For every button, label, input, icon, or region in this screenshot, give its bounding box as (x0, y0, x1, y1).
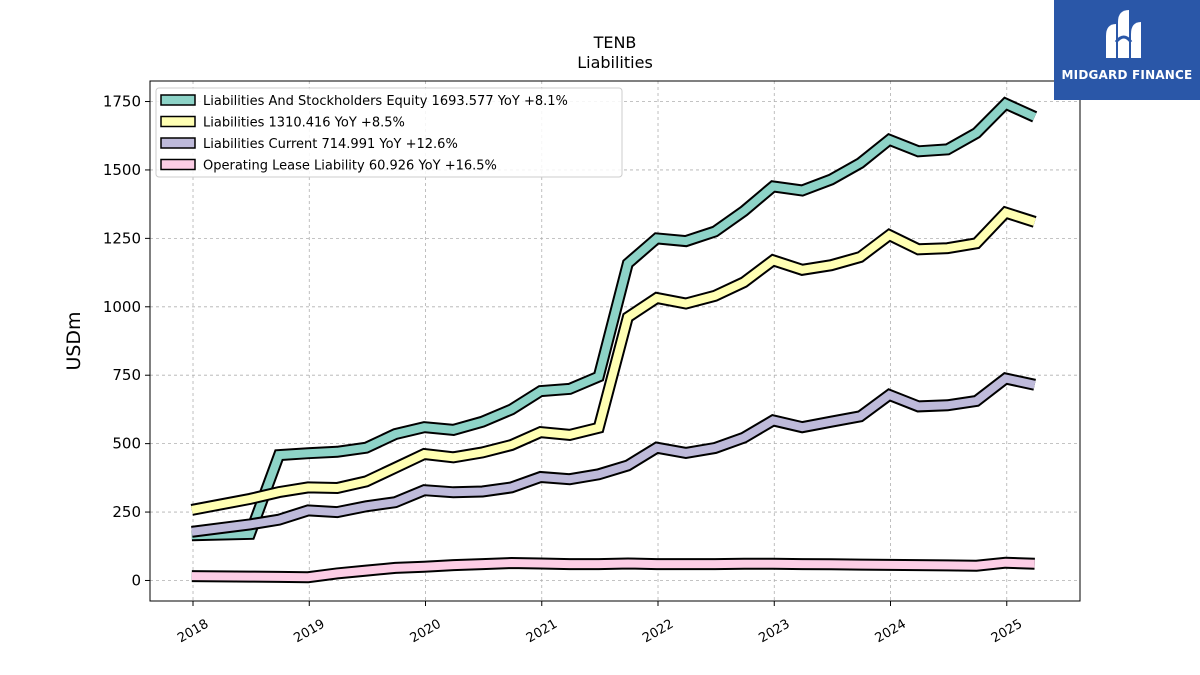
y-tick-label: 250 (112, 503, 141, 521)
chart-title: TENB (593, 33, 637, 52)
y-tick-label: 1500 (103, 161, 141, 179)
x-tick-label: 2018 (175, 617, 211, 647)
legend-swatch (160, 158, 196, 171)
x-tick-label: 2022 (640, 617, 676, 647)
logo-mark-icon (1106, 10, 1141, 58)
legend-entry: Operating Lease Liability 60.926 YoY +16… (203, 159, 497, 174)
x-axis: 2018 2019 2020 2021 2022 2023 2024 2025 (175, 601, 1025, 646)
plot-frame (149, 80, 1081, 602)
y-tick-label: 1750 (103, 93, 141, 111)
y-tick-label: 1250 (103, 229, 141, 247)
legend-swatch (160, 115, 196, 128)
x-tick-label: 2020 (408, 617, 444, 647)
series-0 (191, 96, 1038, 542)
legend-box (155, 87, 623, 178)
legend-entry: Liabilities 1310.416 YoY +8.5% (203, 116, 405, 131)
legend-entry: Liabilities And Stockholders Equity 1693… (203, 94, 568, 109)
y-tick-label: 0 (131, 571, 141, 589)
y-tick-label: 500 (112, 435, 141, 453)
series-line (191, 98, 1037, 540)
series-2 (191, 372, 1036, 538)
series-lines (190, 96, 1038, 584)
logo-text: MIDGARD FINANCE (1061, 68, 1193, 82)
series-line (191, 558, 1035, 582)
brand-logo: MIDGARD FINANCE (1054, 0, 1200, 100)
series-1 (190, 205, 1037, 516)
legend-swatch (160, 94, 196, 106)
legend: Liabilities And Stockholders Equity 1693… (155, 87, 623, 178)
series-line (191, 374, 1036, 536)
series-line (191, 208, 1036, 514)
series-3 (191, 556, 1035, 584)
y-axis-label: USDm (63, 311, 85, 370)
x-tick-label: 2019 (291, 617, 327, 647)
x-tick-label: 2025 (989, 617, 1025, 647)
y-tick-label: 1000 (103, 298, 141, 316)
y-axis: 0 250 500 750 1000 1250 1500 1750 (103, 93, 150, 589)
legend-entry: Liabilities Current 714.991 YoY +12.6% (203, 137, 458, 152)
y-tick-label: 750 (112, 366, 141, 384)
x-tick-label: 2024 (873, 617, 909, 647)
chart-subtitle: Liabilities (577, 53, 653, 72)
x-tick-label: 2023 (756, 617, 792, 647)
legend-swatch (160, 137, 196, 149)
x-tick-label: 2021 (524, 617, 560, 647)
